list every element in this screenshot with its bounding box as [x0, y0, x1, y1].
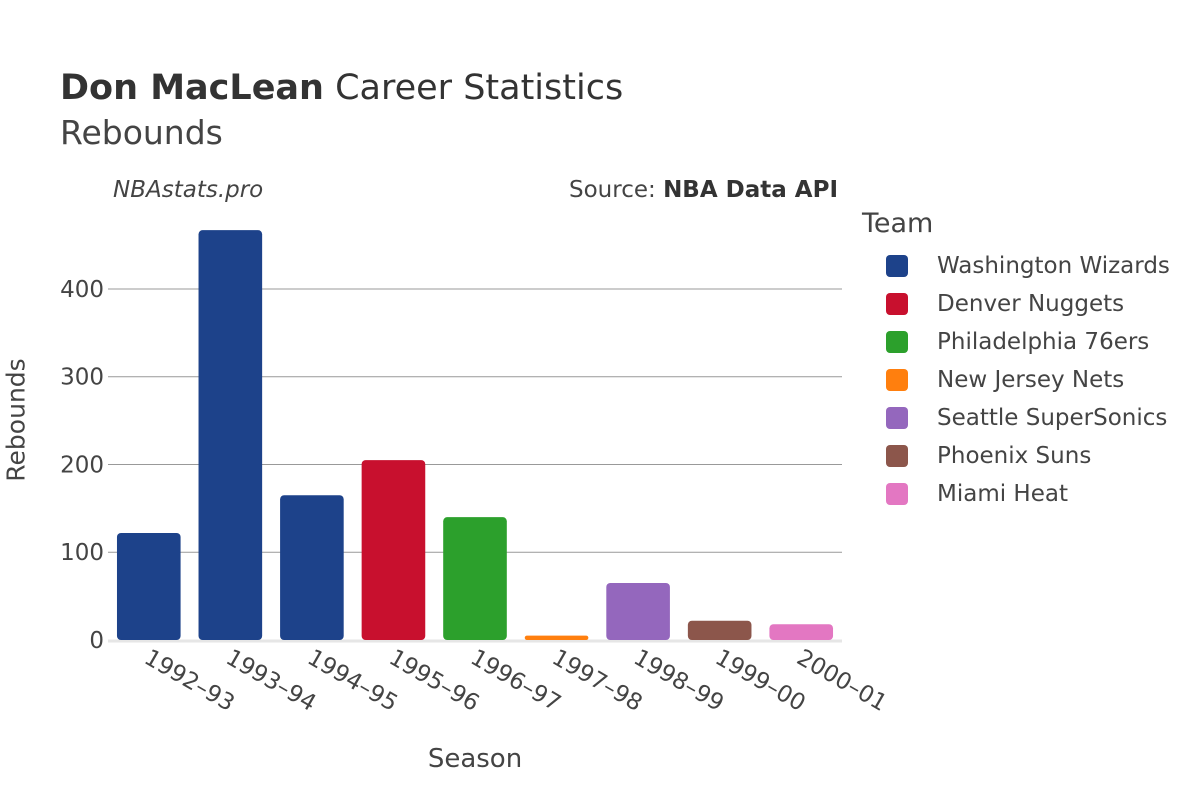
- bar-1996–97[interactable]: [443, 517, 507, 640]
- legend-label: Seattle SuperSonics: [937, 405, 1168, 431]
- legend-item[interactable]: Seattle SuperSonics: [862, 399, 1170, 437]
- legend-label: New Jersey Nets: [937, 367, 1125, 393]
- legend-label: Miami Heat: [937, 481, 1068, 507]
- x-tick-label: 1992–93: [140, 645, 239, 717]
- legend-label: Washington Wizards: [937, 253, 1170, 279]
- legend-swatch: [886, 369, 908, 391]
- x-tick-label: 1998–99: [629, 645, 728, 717]
- x-tick-label: 1993–94: [221, 645, 320, 717]
- y-tick-label: 200: [60, 452, 104, 478]
- x-axis-label: Season: [427, 744, 523, 774]
- x-tick-label: 1997–98: [548, 645, 647, 717]
- source-name: NBA Data API: [663, 177, 838, 203]
- source-prefix: Source:: [569, 177, 664, 203]
- legend-label: Denver Nuggets: [937, 291, 1125, 317]
- legend-item[interactable]: Phoenix Suns: [862, 437, 1170, 475]
- title-suffix: Career Statistics: [323, 68, 624, 108]
- legend-swatch: [886, 293, 908, 315]
- bar-1998–99[interactable]: [606, 582, 670, 640]
- legend-item[interactable]: New Jersey Nets: [862, 361, 1170, 399]
- legend-items: Washington Wizards Denver Nuggets Philadel…: [862, 247, 1170, 513]
- chart-subtitle: Rebounds: [60, 113, 223, 152]
- legend-item[interactable]: Denver Nuggets: [862, 285, 1170, 323]
- legend-swatch: [886, 483, 908, 505]
- legend-label: Philadelphia 76ers: [937, 329, 1150, 355]
- bar-1997–98[interactable]: [524, 635, 589, 640]
- bar-1994–95[interactable]: [280, 495, 344, 640]
- chart-title: Don MacLean Career Statistics: [60, 66, 623, 110]
- legend-swatch: [886, 445, 908, 467]
- y-tick-label: 0: [89, 628, 104, 654]
- bar-2000–01[interactable]: [769, 624, 834, 640]
- legend-item[interactable]: Philadelphia 76ers: [862, 323, 1170, 361]
- bar-1995–96[interactable]: [361, 460, 426, 640]
- y-axis-label: Rebounds: [1, 358, 31, 482]
- x-tick-label: 1995–96: [384, 645, 483, 717]
- legend-swatch: [886, 331, 908, 353]
- bar-1992–93[interactable]: [116, 532, 181, 640]
- legend-swatch: [886, 255, 908, 277]
- x-tick-label: 1999–00: [711, 645, 810, 717]
- legend-label: Phoenix Suns: [937, 443, 1092, 469]
- watermark: NBAstats.pro: [113, 177, 264, 203]
- legend-title: Team: [862, 208, 934, 239]
- bar-1993–94[interactable]: [198, 230, 263, 641]
- x-tick-label: 1996–97: [466, 645, 565, 717]
- legend-item[interactable]: Washington Wizards: [862, 247, 1170, 285]
- source-credit: Source: NBA Data API: [569, 177, 838, 203]
- x-tick-label: 2000–01: [792, 645, 891, 717]
- y-tick-label: 400: [60, 277, 104, 303]
- legend-item[interactable]: Miami Heat: [862, 475, 1170, 513]
- y-tick-label: 100: [60, 540, 104, 566]
- legend: Team Washington Wizards Denver Nuggets Phi…: [862, 208, 1170, 513]
- x-tick-label: 1994–95: [303, 645, 402, 717]
- bar-1999–00[interactable]: [687, 620, 752, 640]
- legend-swatch: [886, 407, 908, 429]
- y-tick-label: 300: [60, 365, 104, 391]
- player-name: Don MacLean: [60, 68, 324, 108]
